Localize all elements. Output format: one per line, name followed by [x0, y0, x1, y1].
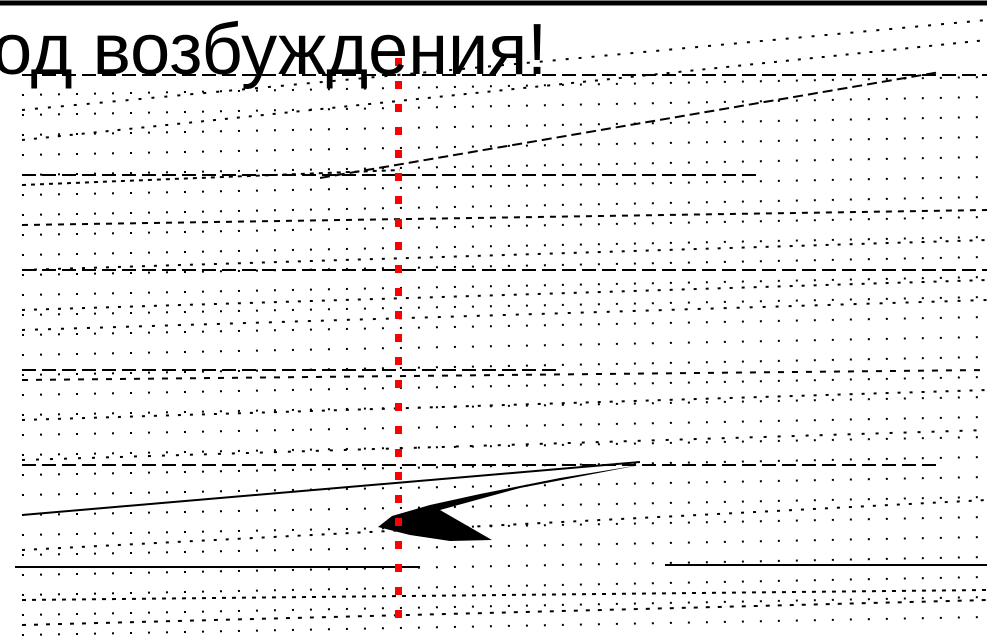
marker-dot — [395, 58, 402, 66]
marker-dot — [395, 288, 402, 296]
marker-dot — [395, 610, 402, 618]
marker-dot — [395, 495, 402, 503]
marker-dot — [395, 587, 402, 595]
marker-dot — [395, 403, 402, 411]
pattern-line — [21, 209, 987, 226]
marker-dot — [395, 173, 402, 181]
marker-dot — [395, 265, 402, 273]
marker-dot — [395, 426, 402, 434]
pattern-line — [21, 599, 987, 626]
marker-dot — [395, 104, 402, 112]
marker-dot — [395, 219, 402, 227]
pattern-line — [21, 299, 987, 331]
marker-dot — [395, 564, 402, 572]
marker-dot — [395, 357, 402, 365]
pattern-line — [21, 461, 641, 516]
red-dotted-marker-line — [395, 58, 402, 618]
pattern-line — [21, 169, 401, 186]
pattern-line — [21, 239, 987, 271]
marker-dot — [395, 518, 402, 526]
pattern-line — [21, 279, 987, 311]
marker-dot — [395, 196, 402, 204]
marker-dot — [395, 380, 402, 388]
marker-dot — [395, 242, 402, 250]
marker-dot — [395, 449, 402, 457]
dotted-line-pattern — [15, 19, 987, 636]
marker-dot — [395, 311, 402, 319]
marker-dot — [395, 334, 402, 342]
slide-title: тод возбуждения! — [0, 10, 548, 90]
marker-dot — [395, 150, 402, 158]
marker-dot — [395, 541, 402, 549]
resonance-arrow-shape — [378, 465, 640, 541]
pattern-line — [21, 389, 987, 421]
pattern-line — [21, 589, 987, 601]
marker-dot — [395, 81, 402, 89]
pattern-line — [21, 499, 987, 551]
pattern-line — [21, 19, 987, 111]
marker-dot — [395, 127, 402, 135]
marker-dot — [395, 472, 402, 480]
